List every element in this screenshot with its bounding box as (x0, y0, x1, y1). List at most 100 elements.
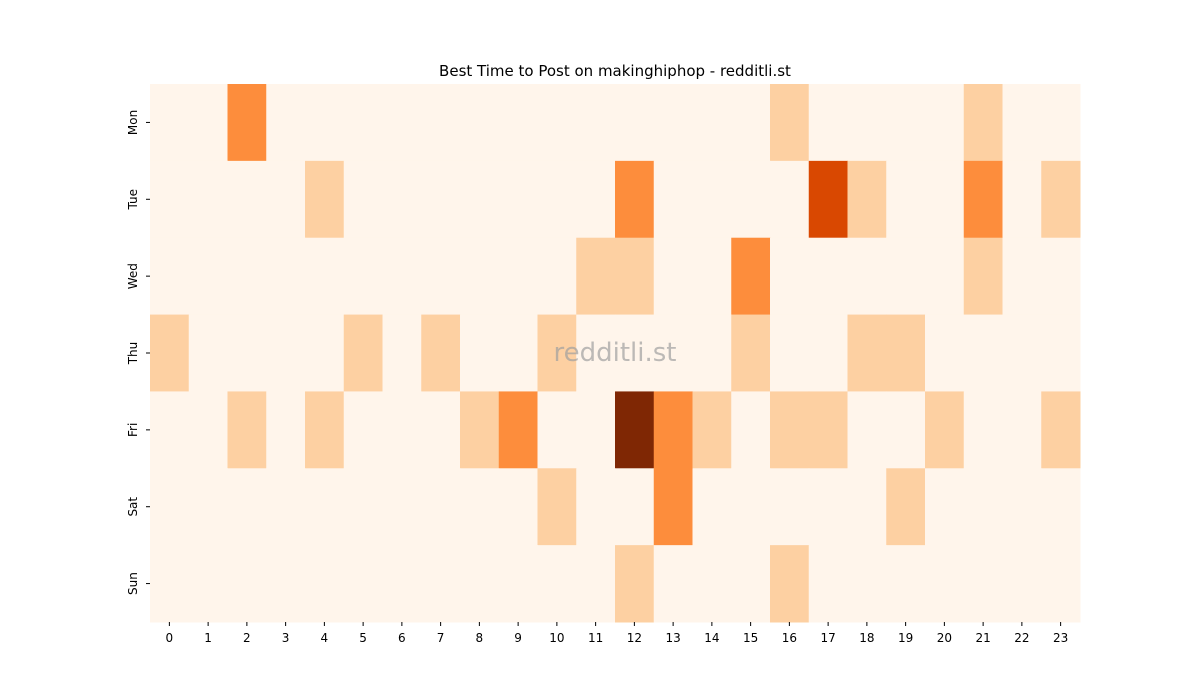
heatmap-cell (188, 84, 228, 162)
heatmap-cell (266, 314, 306, 392)
heatmap-cell (421, 391, 461, 469)
heatmap-cell (498, 160, 538, 239)
x-tick-label: 7 (437, 631, 445, 645)
heatmap-cell (188, 545, 228, 623)
heatmap-cell (653, 314, 693, 392)
heatmap-cell (343, 160, 383, 239)
heatmap-cell (305, 160, 345, 239)
x-tick-label: 13 (665, 631, 680, 645)
heatmap-cell (150, 84, 190, 162)
x-tick-label: 0 (166, 631, 174, 645)
heatmap-cell (460, 237, 500, 316)
heatmap-cell (537, 391, 577, 469)
heatmap-cell (615, 468, 655, 546)
heatmap-cell (576, 545, 616, 623)
heatmap-cell (382, 84, 422, 162)
heatmap-cell (382, 160, 422, 239)
y-tick-label: Sat (126, 497, 140, 517)
heatmap-cell (150, 314, 190, 392)
heatmap-cell (227, 468, 267, 546)
heatmap-cell (1041, 468, 1081, 546)
heatmap-cell (925, 237, 965, 316)
heatmap-cell (460, 468, 500, 546)
heatmap-cell (421, 314, 461, 392)
y-tick-label: Tue (126, 189, 140, 211)
heatmap-cell (266, 160, 306, 239)
heatmap-cell (537, 237, 577, 316)
heatmap-cell (537, 468, 577, 546)
heatmap-cell (808, 160, 848, 239)
heatmap-cell (925, 545, 965, 623)
heatmap-cell (1041, 314, 1081, 392)
x-tick-label: 6 (398, 631, 406, 645)
x-tick-label: 4 (321, 631, 329, 645)
heatmap-cell (188, 314, 228, 392)
heatmap-cell (886, 237, 926, 316)
heatmap-cell (925, 314, 965, 392)
heatmap-cell (886, 160, 926, 239)
x-tick-label: 16 (782, 631, 797, 645)
heatmap-cell (847, 84, 887, 162)
heatmap-cell (227, 391, 267, 469)
heatmap-cell (343, 84, 383, 162)
heatmap-cell (692, 314, 732, 392)
heatmap-cell (615, 237, 655, 316)
heatmap-cell (227, 84, 267, 162)
heatmap-cell (1002, 468, 1042, 546)
heatmap-cell (692, 160, 732, 239)
heatmap-cell (963, 237, 1003, 316)
heatmap-cell (731, 314, 771, 392)
heatmap-cell (1002, 545, 1042, 623)
heatmap-cell (150, 160, 190, 239)
heatmap-cell (343, 391, 383, 469)
watermark: redditli.st (554, 338, 677, 368)
heatmap-cell (382, 468, 422, 546)
heatmap-cell (382, 237, 422, 316)
heatmap-cell (963, 545, 1003, 623)
x-tick-label: 8 (476, 631, 484, 645)
heatmap-cell (460, 160, 500, 239)
heatmap-cell (963, 84, 1003, 162)
heatmap-cell (266, 468, 306, 546)
heatmap-cell (227, 314, 267, 392)
heatmap-cell (576, 237, 616, 316)
heatmap-cell (886, 84, 926, 162)
heatmap-cell (382, 314, 422, 392)
x-tick-label: 21 (975, 631, 990, 645)
heatmap-cell (886, 545, 926, 623)
x-tick-label: 2 (243, 631, 251, 645)
heatmap-cell (266, 84, 306, 162)
heatmap-cell (1041, 545, 1081, 623)
x-tick-label: 22 (1014, 631, 1029, 645)
heatmap-cell (692, 84, 732, 162)
x-tick-label: 14 (704, 631, 719, 645)
heatmap-cell (653, 237, 693, 316)
heatmap-cell (537, 545, 577, 623)
heatmap-cell (925, 160, 965, 239)
heatmap-cell (731, 468, 771, 546)
heatmap-cell (150, 237, 190, 316)
heatmap-cell (150, 391, 190, 469)
heatmap-cell (460, 391, 500, 469)
x-tick-label: 20 (937, 631, 952, 645)
y-tick-label: Sun (126, 572, 140, 595)
heatmap-cell (498, 468, 538, 546)
heatmap-cell (847, 468, 887, 546)
heatmap-cell (498, 237, 538, 316)
heatmap-cell (615, 314, 655, 392)
heatmap-cell (925, 391, 965, 469)
heatmap-cell (576, 84, 616, 162)
heatmap-cell (925, 468, 965, 546)
y-tick-label: Wed (126, 263, 140, 289)
heatmap-cell (1041, 84, 1081, 162)
heatmap-cell (847, 314, 887, 392)
heatmap-cell (847, 545, 887, 623)
heatmap-cell (808, 237, 848, 316)
heatmap-cell (1041, 237, 1081, 316)
heatmap-cell (1002, 84, 1042, 162)
heatmap-cell (963, 468, 1003, 546)
x-tick-label: 12 (627, 631, 642, 645)
heatmap-cell (1041, 160, 1081, 239)
x-tick-label: 15 (743, 631, 758, 645)
heatmap-cell (576, 160, 616, 239)
